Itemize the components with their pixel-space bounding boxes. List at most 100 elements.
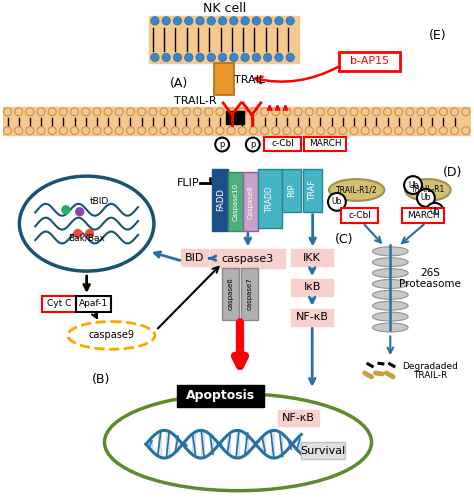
Bar: [228, 172, 243, 231]
Text: Survival: Survival: [301, 446, 346, 456]
Circle shape: [137, 108, 146, 116]
Circle shape: [317, 127, 324, 135]
Bar: [402, 208, 444, 223]
Circle shape: [373, 108, 380, 116]
Circle shape: [294, 108, 302, 116]
Bar: [241, 268, 258, 319]
Text: TRAIL-R: TRAIL-R: [174, 96, 217, 106]
Circle shape: [328, 127, 336, 135]
Bar: [76, 296, 111, 312]
Text: MARCH: MARCH: [309, 140, 341, 149]
Bar: [278, 410, 319, 426]
Circle shape: [305, 108, 313, 116]
Circle shape: [71, 127, 79, 135]
Text: Apoptosis: Apoptosis: [186, 389, 255, 402]
Text: MARCH: MARCH: [407, 211, 439, 220]
Circle shape: [48, 127, 56, 135]
Circle shape: [182, 127, 191, 135]
Text: TRAIL-R1/2: TRAIL-R1/2: [336, 186, 377, 195]
Circle shape: [417, 108, 425, 116]
Text: TRAF: TRAF: [308, 180, 317, 201]
Circle shape: [104, 108, 112, 116]
Circle shape: [238, 127, 246, 135]
Bar: [210, 250, 285, 268]
Circle shape: [48, 108, 56, 116]
Bar: [226, 111, 244, 124]
Text: RIP: RIP: [287, 184, 296, 197]
Circle shape: [205, 108, 213, 116]
Circle shape: [426, 203, 444, 221]
Circle shape: [207, 16, 216, 25]
Text: Ub: Ub: [408, 181, 418, 190]
Text: Ub: Ub: [429, 207, 440, 216]
Circle shape: [373, 127, 380, 135]
Circle shape: [264, 16, 272, 25]
Bar: [177, 385, 264, 407]
Circle shape: [395, 127, 403, 135]
Circle shape: [227, 127, 235, 135]
Circle shape: [283, 108, 291, 116]
Text: BID: BID: [185, 253, 204, 263]
Circle shape: [162, 53, 170, 61]
Circle shape: [15, 108, 23, 116]
Circle shape: [193, 108, 201, 116]
Circle shape: [160, 108, 168, 116]
Circle shape: [37, 108, 45, 116]
Bar: [212, 169, 228, 231]
Circle shape: [149, 127, 157, 135]
Text: (B): (B): [92, 373, 110, 386]
Circle shape: [272, 108, 280, 116]
Bar: [301, 442, 345, 459]
Circle shape: [328, 193, 346, 211]
Circle shape: [171, 127, 179, 135]
Circle shape: [216, 127, 224, 135]
Circle shape: [160, 127, 168, 135]
Circle shape: [275, 53, 283, 61]
Text: IKK: IKK: [303, 253, 321, 263]
Circle shape: [252, 53, 261, 61]
Text: p: p: [219, 140, 225, 149]
Text: NF-κB: NF-κB: [296, 312, 328, 322]
Circle shape: [207, 53, 216, 61]
Circle shape: [417, 127, 425, 135]
Circle shape: [339, 127, 347, 135]
Circle shape: [406, 108, 414, 116]
Circle shape: [149, 108, 157, 116]
Text: FLIP: FLIP: [177, 178, 200, 188]
Circle shape: [350, 108, 358, 116]
Circle shape: [182, 108, 191, 116]
Circle shape: [383, 108, 392, 116]
Text: Cyt C: Cyt C: [47, 299, 71, 308]
Ellipse shape: [104, 394, 372, 491]
Ellipse shape: [373, 247, 408, 256]
Text: c-Cbl: c-Cbl: [348, 211, 371, 220]
Text: caspase9: caspase9: [88, 330, 135, 340]
Circle shape: [230, 53, 238, 61]
Circle shape: [451, 127, 458, 135]
Text: b-AP15: b-AP15: [350, 56, 389, 66]
Circle shape: [196, 53, 204, 61]
Text: (C): (C): [335, 233, 353, 246]
Text: (E): (E): [429, 29, 447, 42]
Circle shape: [439, 108, 447, 116]
Circle shape: [428, 127, 436, 135]
Text: Ub: Ub: [332, 198, 342, 207]
Circle shape: [462, 108, 470, 116]
Circle shape: [137, 127, 146, 135]
Bar: [341, 208, 378, 223]
Circle shape: [404, 176, 422, 194]
Ellipse shape: [373, 268, 408, 277]
Text: (A): (A): [170, 77, 188, 90]
Circle shape: [339, 108, 347, 116]
Circle shape: [4, 108, 11, 116]
Ellipse shape: [373, 312, 408, 321]
Circle shape: [417, 189, 435, 207]
Circle shape: [261, 127, 269, 135]
Ellipse shape: [373, 258, 408, 266]
Circle shape: [216, 108, 224, 116]
Circle shape: [173, 53, 182, 61]
Text: Apaf-1: Apaf-1: [79, 299, 108, 308]
Circle shape: [219, 16, 227, 25]
Circle shape: [151, 16, 159, 25]
Circle shape: [86, 230, 93, 238]
